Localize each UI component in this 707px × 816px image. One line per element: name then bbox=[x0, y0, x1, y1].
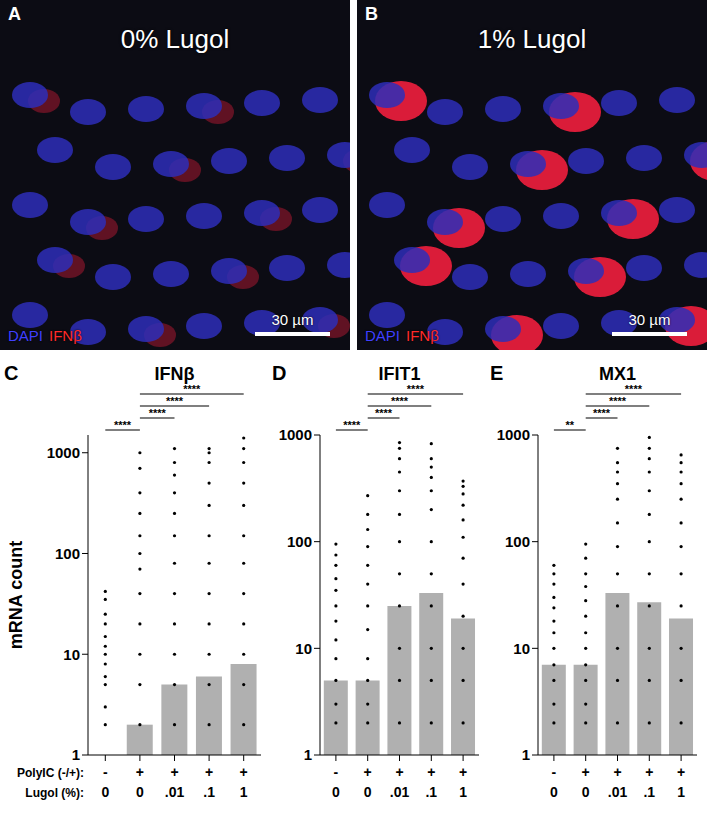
html-text:B: B bbox=[365, 4, 378, 24]
svg-text:+: + bbox=[240, 764, 248, 780]
svg-text:****: **** bbox=[407, 383, 425, 395]
svg-text:+: + bbox=[395, 764, 403, 780]
svg-text:0: 0 bbox=[582, 784, 590, 800]
svg-text:1000: 1000 bbox=[47, 444, 80, 461]
svg-text:****: **** bbox=[593, 407, 611, 419]
svg-text:+: + bbox=[136, 764, 144, 780]
html-text:30 µm: 30 µm bbox=[271, 311, 314, 328]
svg-text:0: 0 bbox=[136, 784, 144, 800]
svg-text:****: **** bbox=[375, 407, 393, 419]
svg-text:.1: .1 bbox=[425, 784, 437, 800]
svg-text:+: + bbox=[613, 764, 621, 780]
svg-text:****: **** bbox=[114, 419, 132, 431]
svg-text:1: 1 bbox=[240, 784, 248, 800]
svg-text:1: 1 bbox=[677, 784, 685, 800]
svg-text:****: **** bbox=[166, 395, 184, 407]
svg-text:+: + bbox=[427, 764, 435, 780]
html-text:C: C bbox=[4, 362, 19, 384]
svg-text:1000: 1000 bbox=[279, 426, 312, 443]
svg-text:1: 1 bbox=[72, 746, 80, 763]
html-text:0% Lugol: 0% Lugol bbox=[120, 24, 230, 54]
html-text:DAPI: DAPI bbox=[365, 327, 400, 344]
svg-text:0: 0 bbox=[101, 784, 109, 800]
svg-text:.1: .1 bbox=[643, 784, 655, 800]
svg-text:100: 100 bbox=[505, 533, 530, 550]
html-text:DAPI: DAPI bbox=[8, 327, 43, 344]
svg-text:1: 1 bbox=[304, 746, 312, 763]
svg-text:+: + bbox=[582, 764, 590, 780]
svg-text:Lugol (%):: Lugol (%): bbox=[25, 786, 84, 800]
svg-text:-: - bbox=[552, 764, 557, 780]
svg-text:PolyIC (-/+):: PolyIC (-/+): bbox=[17, 766, 84, 780]
svg-text:+: + bbox=[170, 764, 178, 780]
svg-text:+: + bbox=[459, 764, 467, 780]
svg-text:MX1: MX1 bbox=[599, 364, 636, 384]
svg-text:10: 10 bbox=[63, 646, 80, 663]
svg-text:0: 0 bbox=[364, 784, 372, 800]
svg-text:****: **** bbox=[183, 383, 201, 395]
svg-text:+: + bbox=[364, 764, 372, 780]
html-text:30 µm: 30 µm bbox=[628, 311, 671, 328]
svg-text:-: - bbox=[103, 764, 108, 780]
svg-text:****: **** bbox=[625, 383, 643, 395]
svg-text:0: 0 bbox=[550, 784, 558, 800]
html-text:E: E bbox=[490, 362, 504, 384]
svg-text:10: 10 bbox=[295, 640, 312, 657]
svg-text:+: + bbox=[645, 764, 653, 780]
svg-text:IFIT1: IFIT1 bbox=[378, 364, 420, 384]
svg-text:IFNβ: IFNβ bbox=[155, 364, 195, 384]
html-text:A: A bbox=[8, 4, 21, 24]
svg-text:0: 0 bbox=[332, 784, 340, 800]
svg-text:.1: .1 bbox=[203, 784, 215, 800]
svg-text:****: **** bbox=[343, 419, 361, 431]
html-text:IFNβ: IFNβ bbox=[49, 327, 82, 344]
svg-text:100: 100 bbox=[287, 533, 312, 550]
svg-text:.01: .01 bbox=[165, 784, 185, 800]
svg-text:.01: .01 bbox=[390, 784, 410, 800]
html-text:1% Lugol: 1% Lugol bbox=[477, 24, 587, 54]
html-text:D: D bbox=[272, 362, 287, 384]
svg-text:1: 1 bbox=[459, 784, 467, 800]
svg-text:1000: 1000 bbox=[497, 426, 530, 443]
svg-text:.01: .01 bbox=[608, 784, 628, 800]
svg-text:mRNA count: mRNA count bbox=[6, 541, 26, 649]
svg-text:****: **** bbox=[609, 395, 627, 407]
html-text:IFNβ: IFNβ bbox=[406, 327, 439, 344]
svg-text:1: 1 bbox=[522, 746, 530, 763]
svg-text:-: - bbox=[334, 764, 339, 780]
svg-text:****: **** bbox=[149, 407, 167, 419]
svg-text:**: ** bbox=[566, 419, 575, 431]
svg-text:+: + bbox=[677, 764, 685, 780]
svg-text:10: 10 bbox=[513, 640, 530, 657]
svg-text:****: **** bbox=[391, 395, 409, 407]
svg-text:100: 100 bbox=[55, 545, 80, 562]
svg-text:+: + bbox=[205, 764, 213, 780]
